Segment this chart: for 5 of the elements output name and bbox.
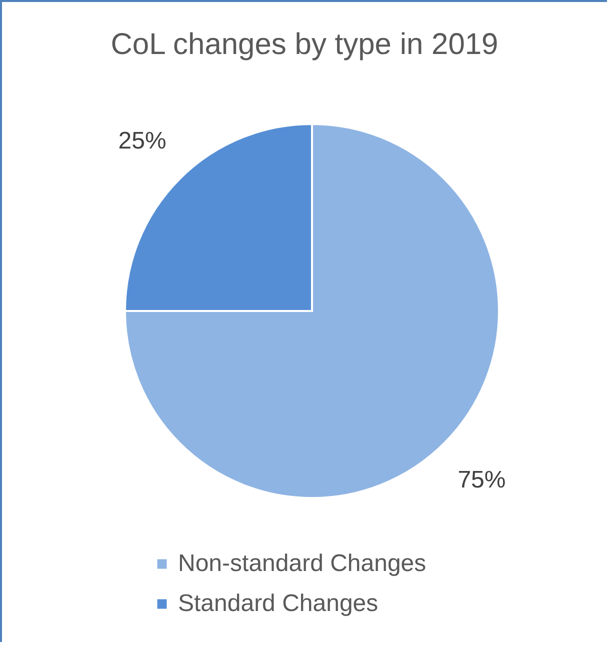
legend-label: Standard Changes — [178, 590, 378, 617]
chart-title: CoL changes by type in 2019 — [110, 28, 498, 61]
data-label: 25% — [118, 127, 166, 154]
legend-label: Non-standard Changes — [178, 550, 426, 577]
data-label: 75% — [458, 466, 506, 494]
